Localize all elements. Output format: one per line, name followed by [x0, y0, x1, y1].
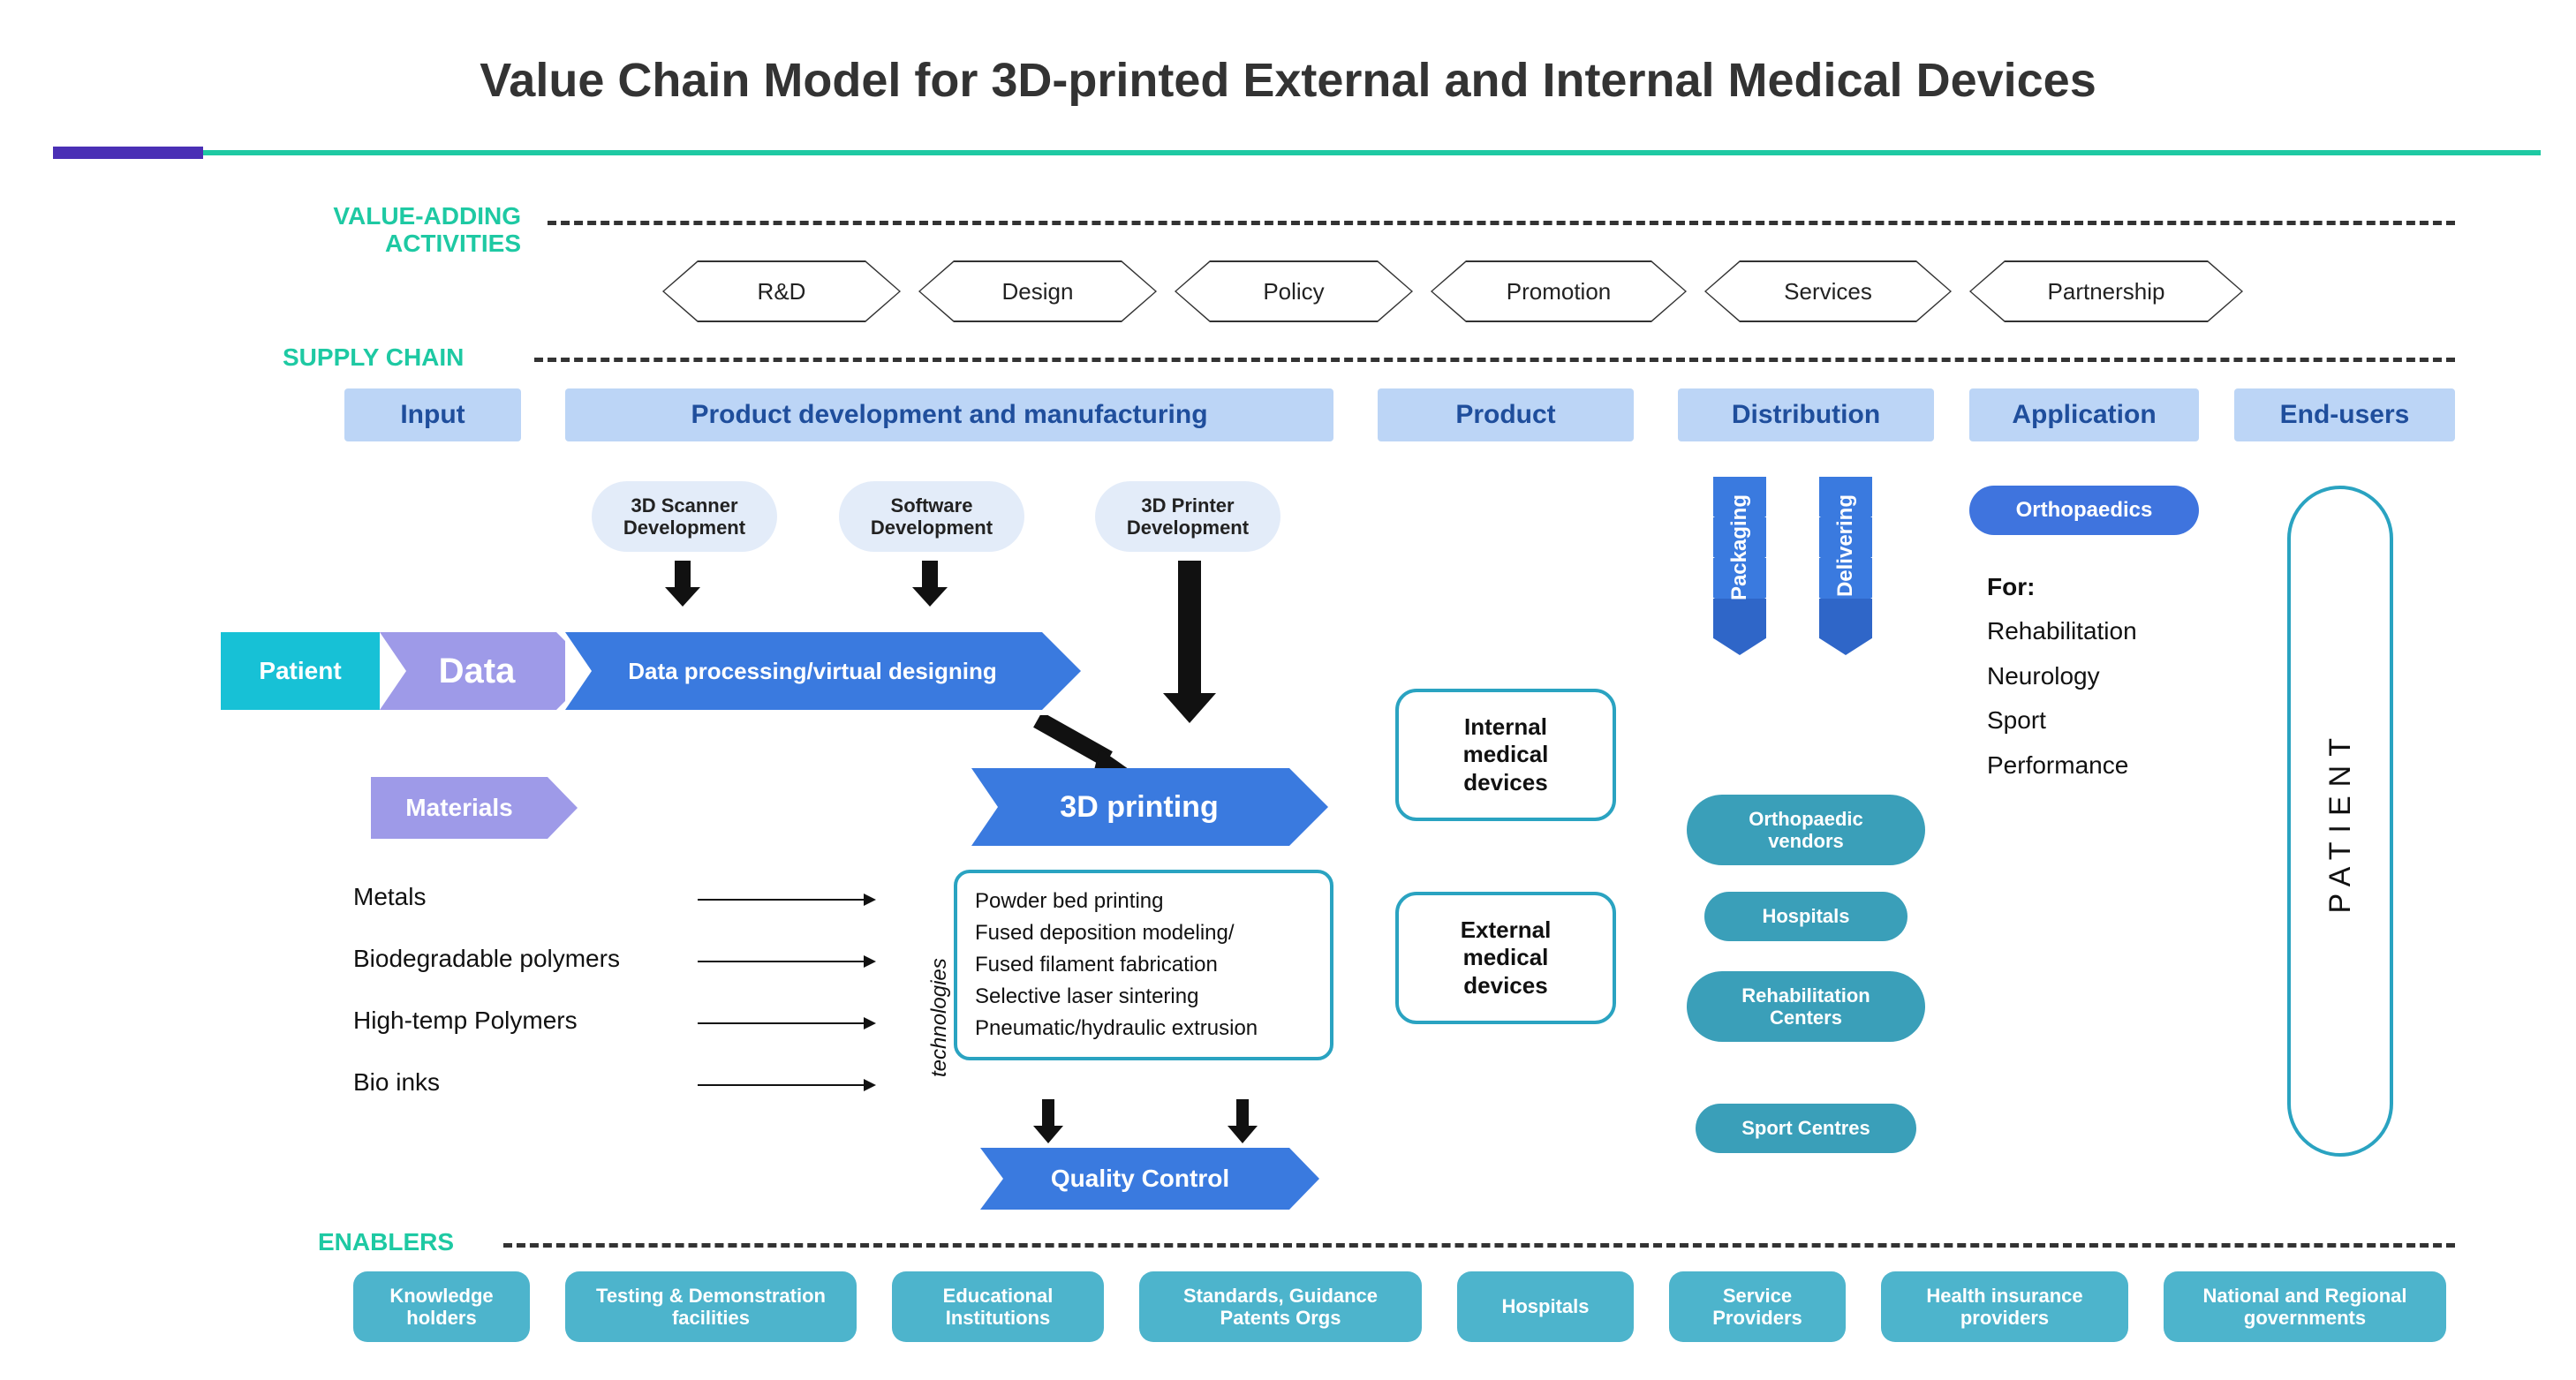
dist-pill-3: Sport Centres [1696, 1104, 1916, 1153]
arrow-qc-1 [1042, 1099, 1063, 1143]
enabler-6: Health insurance providers [1881, 1271, 2128, 1342]
mat-arrow-2 [698, 1022, 874, 1024]
label-enablers: ENABLERS [318, 1229, 454, 1256]
stage-product: Product [1378, 388, 1634, 441]
app-block: For: Rehabilitation Neurology Sport Perf… [1987, 565, 2137, 788]
title-underline [53, 150, 2541, 155]
mat-arrow-1 [698, 961, 874, 962]
tech-2: Fused filament fabrication [975, 949, 1312, 981]
material-3: Bio inks [353, 1068, 440, 1097]
app-item-3: Performance [1987, 743, 2137, 788]
app-item-1: Neurology [1987, 654, 2137, 698]
enabler-7: National and Regional governments [2164, 1271, 2446, 1342]
enabler-1: Testing & Demonstration facilities [565, 1271, 857, 1342]
stage-input: Input [344, 388, 521, 441]
patient-capsule-text: PATIENT [2323, 729, 2358, 914]
hex-design: Design [954, 260, 1122, 322]
app-item-0: Rehabilitation [1987, 609, 2137, 653]
arrow-scanner-down [675, 561, 700, 607]
material-1: Biodegradable polymers [353, 945, 620, 973]
stage-distribution: Distribution [1678, 388, 1934, 441]
vchevron-delivering: Delivering [1819, 477, 1872, 639]
app-for: For: [1987, 565, 2137, 609]
oval-scanner: 3D Scanner Development [592, 481, 777, 552]
material-2: High-temp Polymers [353, 1007, 578, 1035]
enabler-2: Educational Institutions [892, 1271, 1104, 1342]
stage-pdm: Product development and manufacturing [565, 388, 1333, 441]
dash-bottom [503, 1243, 2455, 1248]
tech-label: technologies [927, 958, 952, 1077]
arrow-diag [1033, 715, 1139, 768]
dist-pill-2: Rehabilitation Centers [1687, 971, 1925, 1042]
pill-ortho: Orthopaedics [1969, 486, 2199, 535]
vchevron-packaging: Packaging [1713, 477, 1766, 639]
dash-top [548, 221, 2455, 225]
patient-capsule: PATIENT [2287, 486, 2393, 1157]
label-value-adding: VALUE-ADDING ACTIVITIES [230, 203, 521, 258]
product-internal: Internal medical devices [1395, 689, 1616, 821]
chevron-materials: Materials [371, 777, 548, 839]
hex-policy: Policy [1210, 260, 1378, 322]
arrow-printer-down [1178, 561, 1216, 723]
tech-4: Pneumatic/hydraulic extrusion [975, 1013, 1312, 1044]
enabler-0: Knowledge holders [353, 1271, 530, 1342]
arrow-software-down [922, 561, 948, 607]
page-title: Value Chain Model for 3D-printed Externa… [0, 53, 2576, 108]
hex-rd: R&D [698, 260, 865, 322]
hex-services: Services [1740, 260, 1916, 322]
oval-printer: 3D Printer Development [1095, 481, 1280, 552]
stage-application: Application [1969, 388, 2199, 441]
chevron-qc: Quality Control [980, 1148, 1289, 1210]
product-external: External medical devices [1395, 892, 1616, 1024]
dist-pill-0: Orthopaedic vendors [1687, 795, 1925, 865]
material-0: Metals [353, 883, 426, 911]
stage-endusers: End-users [2234, 388, 2455, 441]
enabler-3: Standards, Guidance Patents Orgs [1139, 1271, 1422, 1342]
hex-promotion: Promotion [1466, 260, 1651, 322]
tech-3: Selective laser sintering [975, 981, 1312, 1013]
dash-mid [534, 358, 2455, 362]
chevron-data: Data [380, 632, 556, 710]
chevron-printing: 3D printing [971, 768, 1289, 846]
app-item-2: Sport [1987, 698, 2137, 743]
arrow-qc-2 [1236, 1099, 1258, 1143]
title-underline-accent [53, 147, 203, 159]
hex-partnership: Partnership [2005, 260, 2208, 322]
enabler-4: Hospitals [1457, 1271, 1634, 1342]
tech-1: Fused deposition modeling/ [975, 917, 1312, 949]
enabler-5: Service Providers [1669, 1271, 1846, 1342]
label-supply-chain: SUPPLY CHAIN [283, 344, 464, 372]
tech-0: Powder bed printing [975, 886, 1312, 917]
chevron-patient: Patient [221, 632, 380, 710]
dist-pill-1: Hospitals [1704, 892, 1907, 941]
mat-arrow-3 [698, 1084, 874, 1086]
mat-arrow-0 [698, 899, 874, 901]
oval-software: Software Development [839, 481, 1024, 552]
chevron-processing: Data processing/virtual designing [565, 632, 1042, 710]
tech-box: Powder bed printing Fused deposition mod… [954, 870, 1333, 1060]
